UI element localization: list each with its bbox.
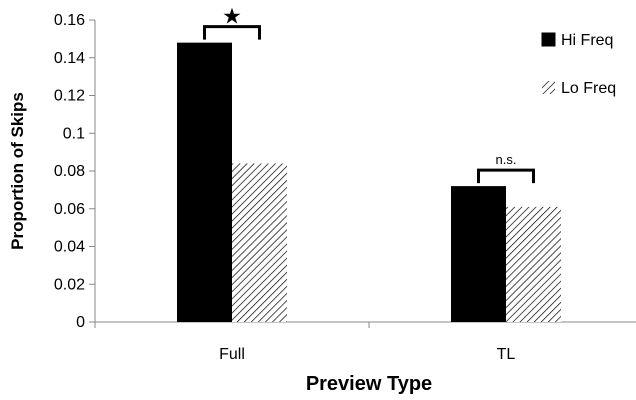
bar-hi-freq [177, 42, 232, 323]
y-tick-label: 0.02 [54, 276, 85, 293]
bar-lo-freq [232, 163, 287, 322]
y-tick-label: 0.04 [54, 239, 85, 256]
plot-area: 0 0.02 0.04 0.06 0.08 0.1 0.12 0.14 0.16 Full TL ★ n… [54, 4, 636, 363]
bar-hi-freq [451, 186, 506, 322]
y-tick-label: 0 [76, 314, 85, 331]
legend-label: Lo Freq [561, 80, 616, 97]
y-tick-label: 0.16 [54, 12, 85, 29]
bar-lo-freq [506, 206, 561, 322]
x-axis-title: Preview Type [306, 373, 432, 395]
y-tick-label: 0.1 [63, 125, 85, 142]
significance-label: ★ [222, 4, 242, 29]
category-label: TL [497, 346, 516, 363]
category-label: Full [219, 346, 245, 363]
y-axis-title: Proportion of Skips [8, 92, 27, 250]
y-tick-label: 0.12 [54, 88, 85, 105]
significance-bracket [477, 168, 535, 184]
y-tick-label: 0.06 [54, 201, 85, 218]
significance-label: n.s. [496, 152, 517, 167]
y-tick-label: 0.08 [54, 163, 85, 180]
significance-bracket [203, 25, 261, 40]
y-tick-label: 0.14 [54, 50, 85, 67]
legend-swatch [541, 32, 556, 47]
legend-swatch [542, 81, 555, 94]
legend-label: Hi Freq [561, 32, 613, 49]
